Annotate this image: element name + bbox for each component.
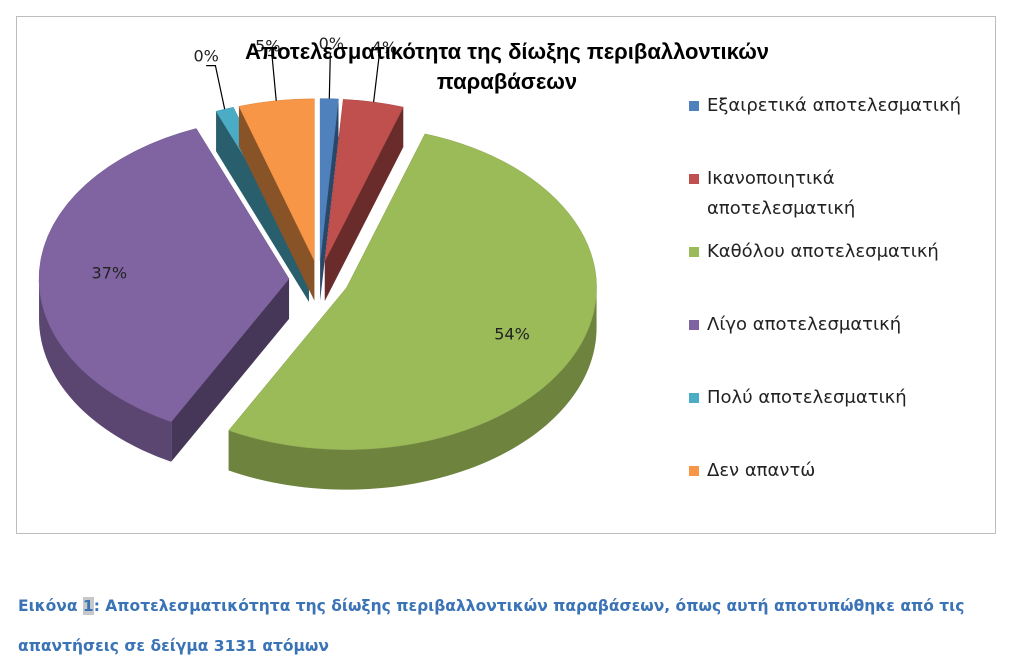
pie-slice-λίγο-αποτελεσματική <box>38 128 290 462</box>
figure-caption: Εικόνα 1: Αποτελεσματικότητα της δίωξης … <box>18 586 1008 666</box>
slice-outer-wall <box>39 278 172 462</box>
pie-slice-ικανοποιητικά-αποτελεσματική <box>324 99 404 301</box>
legend-label: Πολύ αποτελεσματική <box>707 387 907 408</box>
legend: Εξαιρετικά αποτελεσματική Ικανοποιητικά απ… <box>689 95 961 481</box>
slice-side-wall <box>324 107 404 301</box>
legend-swatch <box>689 320 699 330</box>
slice-top-face <box>228 133 597 450</box>
legend-item-λίγο-αποτελεσματική: Λίγο αποτελεσματική <box>689 314 901 335</box>
chart-title-line: παραβάσεων <box>437 69 577 94</box>
legend-item-καθόλου-αποτελεσματική: Καθόλου αποτελεσματική <box>689 241 939 262</box>
legend-label: Καθόλου αποτελεσματική <box>707 241 939 262</box>
data-label-καθόλου-αποτελεσματική: 54% <box>494 325 530 344</box>
leader-line-εξαιρετικά-αποτελεσματική <box>328 52 332 99</box>
pie-slice-δεν-απαντώ <box>238 98 315 301</box>
legend-label: αποτελεσματική <box>707 198 855 219</box>
caption-text: : Αποτελεσματικότητα της δίωξης περιβαλλ… <box>18 597 965 655</box>
data-label-πολύ-αποτελεσματική: 0% <box>193 47 218 66</box>
data-label-δεν-απαντώ: 5% <box>255 36 280 55</box>
chart-title: Αποτελεσματικότητα της δίωξης περιβαλλον… <box>245 39 769 94</box>
slice-top-face <box>324 99 404 262</box>
chart-frame: 0% 4% 54% 37% 0% 5% Αποτελεσματικότητα της δί… <box>16 16 996 534</box>
data-label-εξαιρετικά-αποτελεσματική: 0% <box>319 34 344 53</box>
pie-slices <box>38 98 597 490</box>
data-labels: 0% 4% 54% 37% 0% 5% <box>92 34 530 344</box>
slice-outer-wall <box>228 287 597 490</box>
slice-top-face <box>238 98 315 261</box>
slice-side-wall <box>238 106 315 301</box>
legend-item-δεν-απαντώ: Δεν απαντώ <box>689 460 815 481</box>
leader-line-δεν-απαντώ <box>267 54 277 101</box>
data-label-ικανοποιητικά-αποτελεσματική: 4% <box>372 38 397 57</box>
slice-side-wall <box>171 278 290 462</box>
caption-prefix: Εικόνα <box>18 597 83 615</box>
legend-swatch <box>689 247 699 257</box>
legend-item-εξαιρετικά-αποτελεσματική: Εξαιρετικά αποτελεσματική <box>689 95 961 116</box>
legend-swatch <box>689 393 699 403</box>
slice-top-face <box>319 98 339 261</box>
data-label-λίγο-αποτελεσματική: 37% <box>92 263 128 282</box>
legend-label: Δεν απαντώ <box>707 460 815 481</box>
legend-item-ικανοποιητικά-αποτελεσματική: Ικανοποιητικά αποτελεσματική <box>689 168 855 219</box>
slice-top-face <box>38 128 290 423</box>
legend-swatch <box>689 101 699 111</box>
legend-swatch <box>689 174 699 184</box>
legend-label: Εξαιρετικά αποτελεσματική <box>707 95 961 116</box>
pie-chart: 0% 4% 54% 37% 0% 5% Αποτελεσματικότητα της δί… <box>38 34 961 490</box>
legend-label: Λίγο αποτελεσματική <box>707 314 901 335</box>
legend-label: Ικανοποιητικά <box>707 168 835 189</box>
chart-title-line: Αποτελεσματικότητα της δίωξης περιβαλλον… <box>245 39 769 64</box>
pie-slice-εξαιρετικά-αποτελεσματική <box>319 98 339 301</box>
slice-side-wall <box>320 99 339 301</box>
leader-line-ικανοποιητικά-αποτελεσματική <box>373 56 385 103</box>
pie-slice-καθόλου-αποτελεσματική <box>228 133 597 490</box>
legend-swatch <box>689 466 699 476</box>
leader-line-πολύ-αποτελεσματική <box>206 65 226 110</box>
legend-item-πολύ-αποτελεσματική: Πολύ αποτελεσματική <box>689 387 907 408</box>
caption-number: 1 <box>82 597 94 615</box>
